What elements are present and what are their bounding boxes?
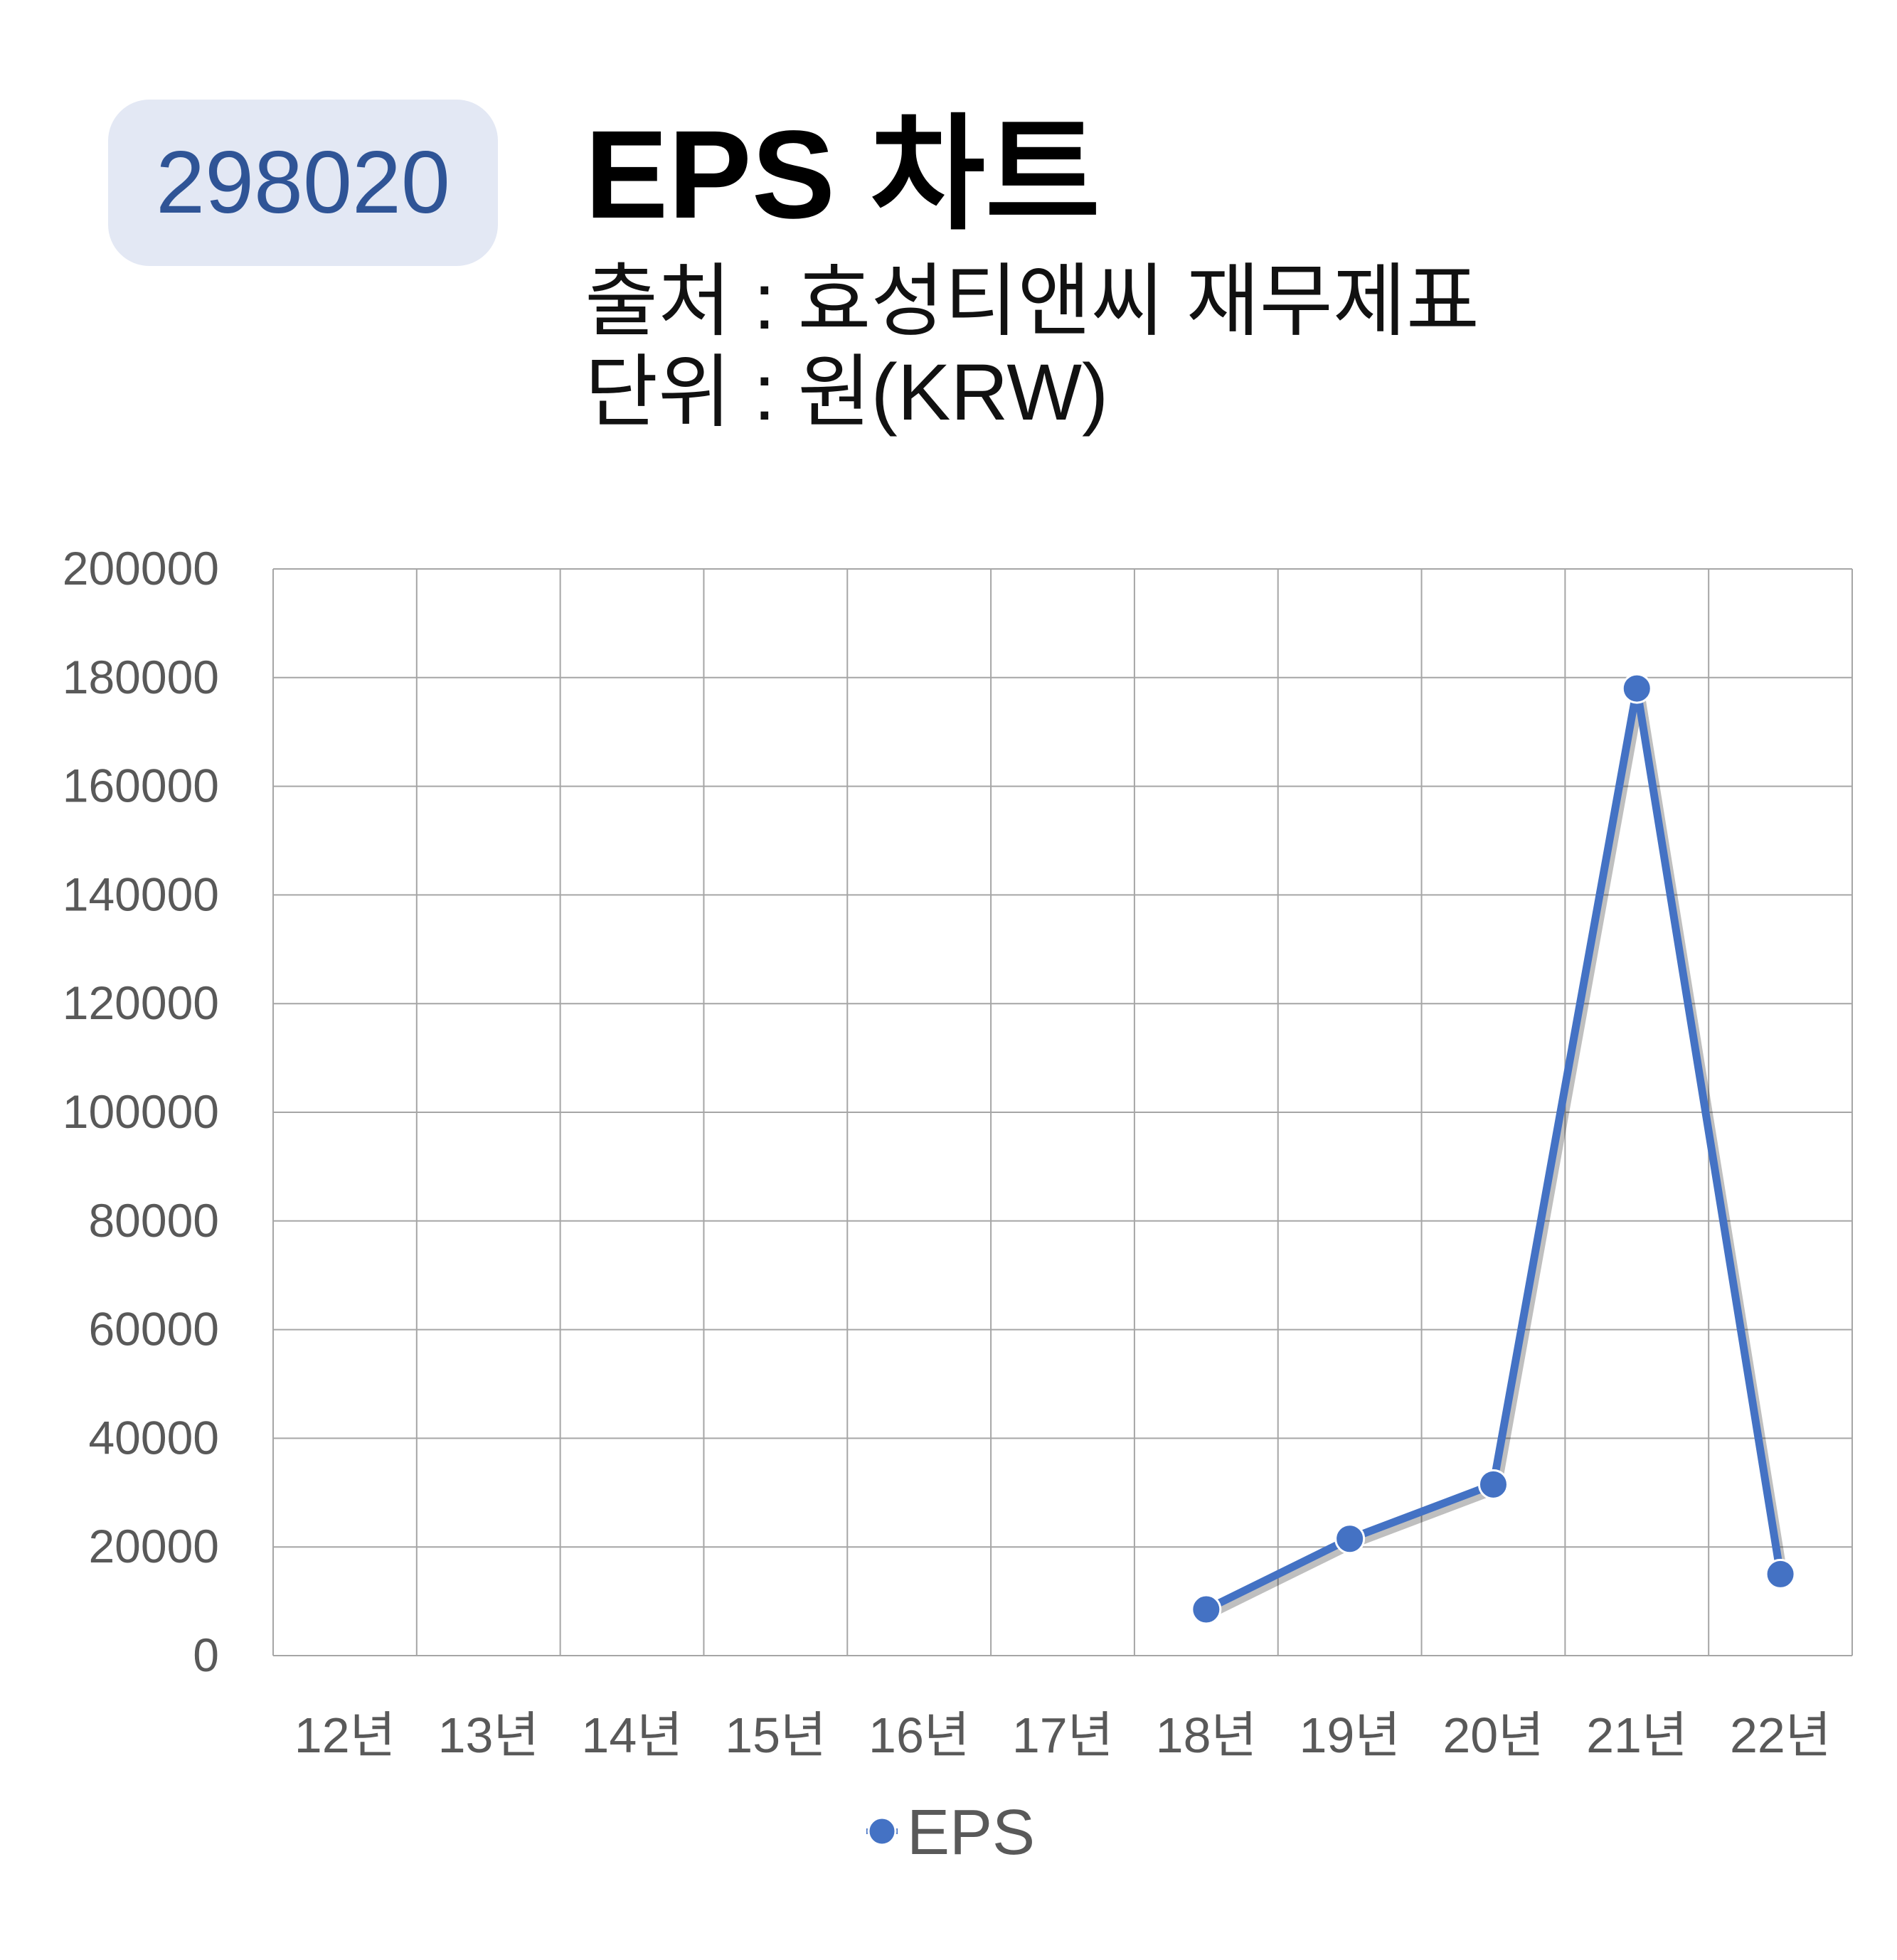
x-tick-label: 20년 [1442, 1708, 1543, 1763]
stock-code: 298020 [156, 134, 450, 232]
y-tick-label: 40000 [88, 1411, 219, 1464]
data-point [1621, 673, 1652, 704]
x-tick-label: 21년 [1586, 1708, 1687, 1763]
y-tick-label: 120000 [63, 976, 219, 1029]
y-axis-ticks: 2000001800001600001400001200001000008000… [63, 542, 219, 1681]
unit-text: 단위 : 원(KRW) [585, 348, 1109, 437]
chart-series [1191, 673, 1796, 1625]
legend-label-eps: EPS [907, 1797, 1035, 1868]
page-title: EPS 차트 [585, 105, 1100, 245]
data-point [1334, 1523, 1366, 1555]
x-tick-label: 22년 [1730, 1708, 1831, 1763]
x-tick-label: 18년 [1156, 1708, 1257, 1763]
x-tick-label: 14년 [581, 1708, 682, 1763]
x-tick-label: 17년 [1012, 1708, 1113, 1763]
x-tick-label: 12년 [294, 1708, 395, 1763]
chart-legend: EPS [866, 1797, 1035, 1868]
stock-code-badge: 298020 [108, 100, 498, 266]
legend-swatch-marker [867, 1816, 897, 1846]
y-tick-label: 100000 [63, 1085, 219, 1138]
y-tick-label: 180000 [63, 651, 219, 703]
x-tick-label: 15년 [725, 1708, 826, 1763]
x-axis-ticks: 12년 13년 14년 15년 16년 17년 18년 19년 20년 21년 22년 [294, 1708, 1831, 1763]
y-tick-label: 140000 [63, 868, 219, 920]
x-tick-label: 19년 [1300, 1708, 1401, 1763]
y-tick-label: 160000 [63, 760, 219, 812]
data-point [1477, 1469, 1509, 1500]
y-tick-label: 0 [193, 1629, 219, 1681]
y-tick-label: 20000 [88, 1520, 219, 1572]
y-tick-label: 80000 [88, 1194, 219, 1247]
y-tick-label: 60000 [88, 1303, 219, 1356]
data-point [1191, 1594, 1222, 1625]
x-tick-label: 16년 [868, 1708, 969, 1763]
y-tick-label: 200000 [63, 542, 219, 595]
data-point [1765, 1558, 1796, 1589]
source-text: 출처 : 효성티앤씨 재무제표 [585, 257, 1479, 346]
x-tick-label: 13년 [438, 1708, 539, 1763]
chart-grid [272, 568, 1853, 1656]
